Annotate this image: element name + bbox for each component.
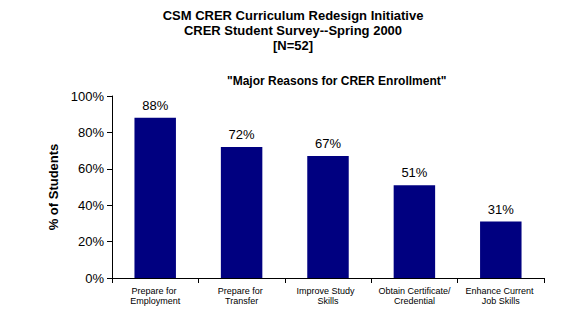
svg-text:Prepare for: Prepare for — [131, 286, 179, 296]
svg-text:60%: 60% — [78, 161, 104, 176]
svg-text:51%: 51% — [401, 165, 427, 180]
svg-text:80%: 80% — [78, 125, 104, 140]
svg-text:Job Skills: Job Skills — [482, 296, 521, 306]
svg-text:Prepare for: Prepare for — [218, 286, 266, 296]
svg-text:Improve Study: Improve Study — [296, 286, 359, 296]
svg-text:0%: 0% — [85, 271, 104, 286]
svg-text:% of Students: % of Students — [46, 144, 61, 231]
svg-text:Skills: Skills — [317, 296, 339, 306]
svg-text:Enhance Current: Enhance Current — [466, 286, 537, 296]
svg-text:CSM CRER Curriculum Redesign I: CSM CRER Curriculum Redesign Initiative — [163, 8, 424, 23]
svg-text:31%: 31% — [488, 202, 514, 217]
svg-text:Credential: Credential — [394, 296, 435, 306]
svg-text:88%: 88% — [142, 98, 168, 113]
svg-text:"Major Reasons for CRER Enroll: "Major Reasons for CRER Enrollment" — [227, 74, 446, 88]
svg-text:[N=52]: [N=52] — [273, 38, 313, 53]
svg-text:CRER Student Survey--Spring 20: CRER Student Survey--Spring 2000 — [184, 23, 402, 38]
svg-text:Obtain Certificate/: Obtain Certificate/ — [378, 286, 451, 296]
svg-text:100%: 100% — [71, 89, 105, 104]
svg-text:67%: 67% — [315, 136, 341, 151]
svg-text:Transfer: Transfer — [225, 296, 258, 306]
svg-text:Employment: Employment — [130, 296, 181, 306]
svg-text:20%: 20% — [78, 234, 104, 249]
svg-text:72%: 72% — [229, 127, 255, 142]
svg-text:40%: 40% — [78, 198, 104, 213]
